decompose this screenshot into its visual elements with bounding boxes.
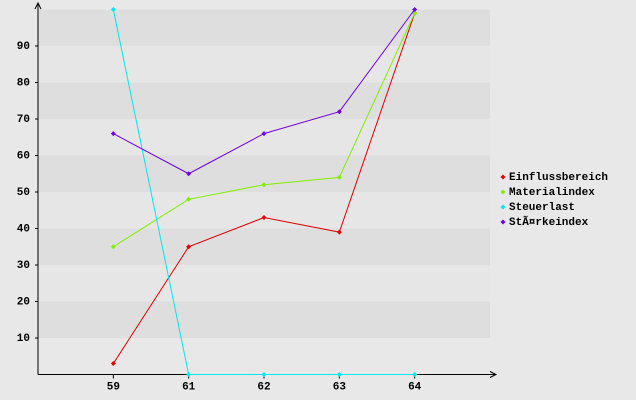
y-tick-label: 50	[17, 187, 30, 199]
x-tick-label: 59	[107, 381, 120, 393]
grid-band	[38, 301, 490, 338]
y-tick-label: 20	[17, 296, 30, 308]
legend-marker	[500, 189, 506, 195]
data-point	[186, 171, 192, 177]
legend-marker	[500, 174, 506, 180]
data-point	[261, 215, 267, 221]
plot-bands	[38, 9, 490, 338]
y-tick-label: 70	[17, 114, 30, 126]
grid-band	[38, 119, 490, 156]
data-point	[261, 131, 267, 137]
data-point	[110, 244, 116, 250]
data-point	[186, 244, 192, 250]
plot-content: 10 20 30 40 50 60 70 80 90 59 61 62 63 64 Einflussbere…	[17, 1, 608, 393]
data-point	[336, 109, 342, 115]
data-point	[110, 7, 116, 12]
y-tick-label: 30	[17, 260, 30, 272]
data-point	[110, 361, 116, 367]
grid-band	[38, 265, 490, 302]
data-point	[261, 372, 267, 377]
data-point	[186, 372, 192, 377]
grid-band	[38, 46, 490, 83]
grid-band	[38, 82, 490, 119]
legend-label: Steuerlast	[509, 202, 575, 214]
legend-marker	[500, 219, 506, 225]
legend-label: Materialindex	[509, 187, 595, 199]
data-point	[110, 131, 116, 137]
legend-label: Einflussbereich	[509, 172, 608, 184]
y-tick-label: 90	[17, 41, 30, 53]
data-point	[336, 372, 342, 377]
grid-band	[38, 9, 490, 46]
y-axis-arrow	[34, 1, 42, 10]
x-axis-arrow	[489, 371, 498, 378]
y-tick-label: 40	[17, 223, 30, 235]
grid-band	[38, 228, 490, 265]
x-tick-label: 61	[182, 381, 196, 393]
data-point	[412, 7, 418, 12]
y-tick-label: 10	[17, 333, 30, 345]
y-tick-label: 60	[17, 150, 30, 162]
data-point	[412, 372, 418, 377]
x-tick-label: 62	[257, 381, 270, 393]
grid-band	[38, 192, 490, 229]
data-point	[336, 229, 342, 235]
legend-marker	[500, 204, 506, 210]
legend-label: StÃ¤rkeindex	[509, 215, 589, 229]
x-tick-label: 63	[333, 381, 347, 393]
x-tick-label: 64	[408, 381, 422, 393]
y-tick-label: 80	[17, 77, 30, 89]
data-point	[336, 174, 342, 180]
data-point	[261, 182, 267, 188]
data-point	[186, 196, 192, 202]
